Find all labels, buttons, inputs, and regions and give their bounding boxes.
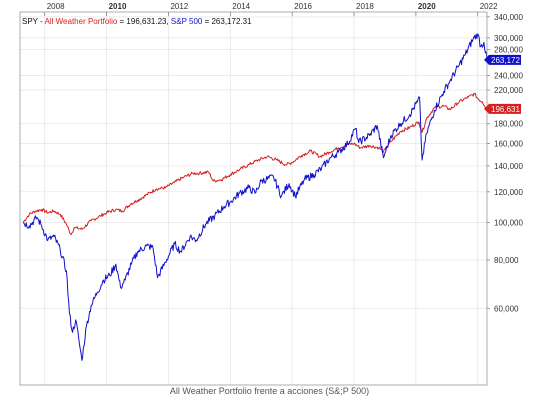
x-tick-label: 2016: [294, 2, 312, 11]
y-tick-label: 240,000: [494, 71, 523, 80]
legend-value-sp500: = 263,172.31: [202, 17, 252, 26]
y-axis-ticks: 340,000 300,000 280,000 240,000 220,000 180,0…: [487, 13, 523, 313]
x-tick-label: 2022: [480, 2, 498, 11]
y-tick-label: 140,000: [494, 162, 523, 171]
y-tick-label: 160,000: [494, 139, 523, 148]
y-tick-label: 80,000: [494, 256, 519, 265]
chart-svg: 2008 2010 2012 2014 2016 2018 2020 2022 340,000…: [19, 2, 523, 386]
y-tick-label: 120,000: [494, 188, 523, 197]
x-tick-label: 2020: [418, 2, 436, 11]
legend-text: SPY - All Weather Portfolio = 196,631.23…: [22, 17, 252, 26]
y-tick-label: 180,000: [494, 120, 523, 129]
last-value-flag: [484, 103, 521, 114]
plot-border: [19, 11, 488, 386]
legend: SPY - All Weather Portfolio = 196,631.23…: [22, 17, 252, 26]
legend-series-all-weather: All Weather Portfolio: [45, 17, 118, 26]
last-value-flag: [484, 54, 521, 65]
y-tick-label: 300,000: [494, 34, 523, 43]
last-value-labels: 196,631 263,172: [484, 54, 521, 114]
plot-background: [20, 12, 487, 385]
x-tick-label: 2008: [47, 2, 65, 11]
x-tick-label: 2010: [109, 2, 127, 11]
series-lines: [22, 33, 488, 361]
x-axis-ticks: 2008 2010 2012 2014 2016 2018 2020 2022: [44, 2, 498, 16]
x-tick-label: 2014: [232, 2, 250, 11]
last-value-label: 196,631: [491, 105, 520, 114]
last-value-label: 263,172: [491, 56, 520, 65]
y-tick-label: 220,000: [494, 86, 523, 95]
legend-value-all-weather: = 196,631.23,: [117, 17, 171, 26]
y-tick-label: 60,000: [494, 304, 519, 313]
x-tick-label: 2012: [170, 2, 188, 11]
legend-series-sp500: S&P 500: [171, 17, 203, 26]
y-tick-label: 280,000: [494, 45, 523, 54]
legend-ticker: SPY -: [22, 17, 45, 26]
series-line-sp500: [22, 33, 488, 361]
x-tick-label: 2018: [356, 2, 374, 11]
chart-caption: All Weather Portfolio frente a acciones …: [169, 386, 370, 396]
series-line-all-weather: [22, 92, 488, 236]
y-tick-label: 340,000: [494, 13, 523, 22]
y-tick-label: 100,000: [494, 218, 523, 227]
grid-lines: [20, 12, 487, 385]
